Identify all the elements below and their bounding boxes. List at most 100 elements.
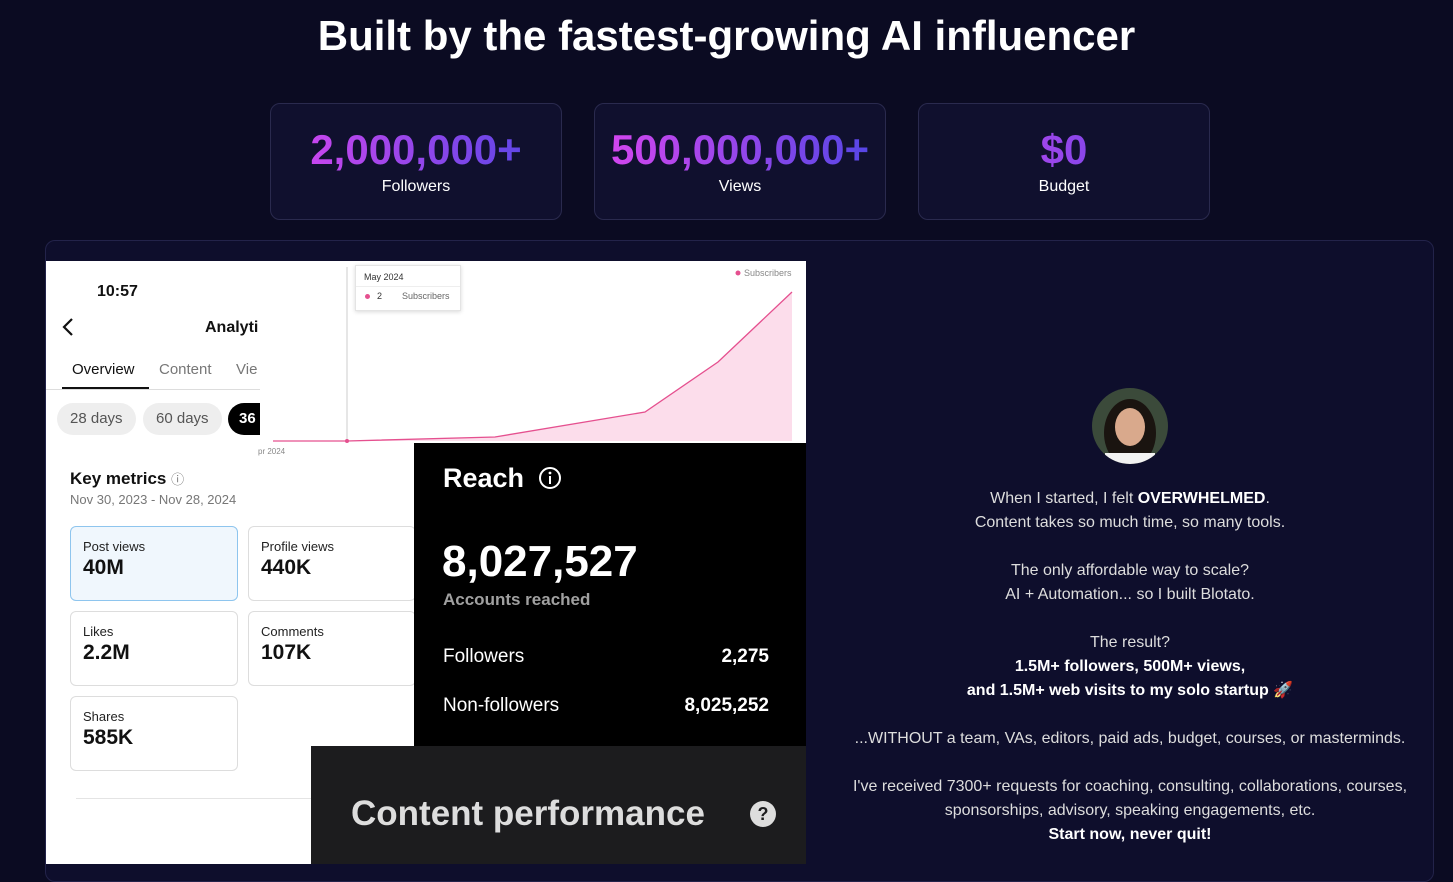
line: and 1.5M+ web visits to my solo startup … xyxy=(820,679,1440,703)
tooltip: May 2024 2 Subscribers xyxy=(355,265,461,311)
avatar xyxy=(1092,388,1168,464)
metric-label: Profile views xyxy=(261,539,334,554)
paragraph: When I started, I felt OVERWHELMED. Conte… xyxy=(820,487,1440,535)
line: sponsorships, advisory, speaking engagem… xyxy=(820,799,1440,823)
metric-card: Comments 107K xyxy=(248,611,416,686)
line: AI + Automation... so I built Blotato. xyxy=(820,583,1440,607)
chart-area xyxy=(273,292,792,441)
chip: 28 days xyxy=(57,403,136,435)
metric-value: 440K xyxy=(261,556,312,579)
reach-row-value: 8,025,252 xyxy=(684,695,769,716)
key-metrics-title-text: Key metrics xyxy=(70,469,167,488)
tooltip-series: Subscribers xyxy=(402,291,450,301)
metric-label: Post views xyxy=(83,539,146,554)
tooltip-value: 2 xyxy=(377,291,383,301)
headline: Built by the fastest-growing AI influenc… xyxy=(317,12,1136,59)
metric-label: Likes xyxy=(83,624,114,639)
tooltip-month: May 2024 xyxy=(364,272,404,282)
stat-label: Followers xyxy=(381,178,451,195)
metric-label: Comments xyxy=(261,624,324,639)
divider xyxy=(76,798,416,799)
text-segment: sponsorships, advisory, speaking engagem… xyxy=(944,802,1316,819)
reach-card: Reach 8,027,527 Accounts reached Followe… xyxy=(414,443,806,746)
content-performance: Content performance ? xyxy=(311,746,806,864)
tab: Content xyxy=(159,361,212,378)
analytics-collage: 10:57 Analyti Overview Content Vie 28 days… xyxy=(46,261,806,864)
line: Start now, never quit! xyxy=(820,823,1440,847)
text-segment: and 1.5M+ web visits to my solo startup … xyxy=(966,682,1294,699)
line: 1.5M+ followers, 500M+ views, xyxy=(820,655,1440,679)
story-text: When I started, I felt OVERWHELMED. Conte… xyxy=(820,487,1440,847)
svg-text:?: ? xyxy=(758,804,769,824)
metric-card: Likes 2.2M xyxy=(70,611,238,686)
reach-title: Reach xyxy=(443,463,525,493)
stat-card: 2,000,000+ Followers xyxy=(270,103,562,220)
metric-card: Post views 40M xyxy=(70,526,238,601)
text-segment: Content takes so much time, so many tool… xyxy=(974,514,1286,531)
metric-card: Shares 585K xyxy=(70,696,238,771)
tooltip-divider xyxy=(356,286,460,287)
line: Content takes so much time, so many tool… xyxy=(820,511,1440,535)
legend-dot xyxy=(735,270,741,276)
text-segment: The result? xyxy=(1089,634,1171,651)
legend: Subscribers xyxy=(744,268,792,278)
chart-line xyxy=(273,291,793,442)
reach-total-label: Accounts reached xyxy=(443,590,591,609)
text-segment: I've received 7300+ requests for coachin… xyxy=(852,778,1408,795)
stat-card: $0 Budget xyxy=(918,103,1210,220)
stat-label: Budget xyxy=(1038,178,1090,195)
text-segment: When I started, I felt xyxy=(990,490,1138,507)
stat-label: Views xyxy=(718,178,762,195)
hover-dot xyxy=(345,439,349,443)
help-icon: ? xyxy=(750,801,776,827)
metric-value: 107K xyxy=(261,641,312,664)
tab: Overview xyxy=(72,361,135,378)
chart-svg xyxy=(273,267,793,443)
info-icon: ⓘ xyxy=(171,472,185,487)
paragraph: The result? 1.5M+ followers, 500M+ views,… xyxy=(820,631,1440,703)
reach-row-value: 2,275 xyxy=(721,646,769,667)
text-segment: ...WITHOUT a team, VAs, editors, paid ad… xyxy=(854,730,1406,747)
metric-card: Profile views 440K xyxy=(248,526,416,601)
line: The only affordable way to scale? xyxy=(820,559,1440,583)
tab-underline xyxy=(62,387,149,389)
paragraph: I've received 7300+ requests for coachin… xyxy=(820,775,1440,847)
screen-title: Analyti xyxy=(205,319,259,336)
page: Built by the fastest-growing AI influenc… xyxy=(45,12,1440,882)
subscriber-chart: Subscribers pr 2024 May 2024 2 Subscribe… xyxy=(258,261,806,456)
paragraph: ...WITHOUT a team, VAs, editors, paid ad… xyxy=(820,727,1440,751)
stat-value: $0 xyxy=(919,126,1209,174)
line: When I started, I felt OVERWHELMED. xyxy=(820,487,1440,511)
text-segment: 1.5M+ followers, 500M+ views, xyxy=(1014,658,1246,675)
stat-card: 500,000,000+ Views xyxy=(594,103,886,220)
text-segment: AI + Automation... so I built Blotato. xyxy=(1005,586,1255,603)
reach-row-label: Non-followers xyxy=(443,695,560,716)
stat-value: 500,000,000+ xyxy=(595,126,885,174)
paragraph: The only affordable way to scale? AI + Au… xyxy=(820,559,1440,607)
clock: 10:57 xyxy=(97,283,138,300)
x-label: pr 2024 xyxy=(258,447,286,456)
info-icon xyxy=(539,467,561,489)
metric-value: 2.2M xyxy=(83,641,130,664)
line: I've received 7300+ requests for coachin… xyxy=(820,775,1440,799)
stat-value: 2,000,000+ xyxy=(271,126,561,174)
metric-value: 40M xyxy=(83,556,124,579)
chip: 60 days xyxy=(143,403,222,435)
tooltip-dot xyxy=(365,294,370,299)
date-range: Nov 30, 2023 - Nov 28, 2024 xyxy=(70,492,237,507)
reach-total: 8,027,527 xyxy=(442,537,638,586)
back-icon xyxy=(62,318,73,336)
text-segment: The only affordable way to scale? xyxy=(1010,562,1250,579)
text-segment: . xyxy=(1265,490,1270,507)
content-performance-title: Content performance xyxy=(351,794,705,833)
text-segment: OVERWHELMED xyxy=(1137,490,1266,507)
text-segment: Start now, never quit! xyxy=(1048,826,1212,843)
line: ...WITHOUT a team, VAs, editors, paid ad… xyxy=(820,727,1440,751)
tab-divider xyxy=(46,389,446,390)
metric-label: Shares xyxy=(83,709,125,724)
key-metrics-title: Key metrics ⓘ xyxy=(70,469,184,489)
reach-row-label: Followers xyxy=(443,646,525,667)
metric-value: 585K xyxy=(83,726,134,749)
line: The result? xyxy=(820,631,1440,655)
tab: Vie xyxy=(236,361,258,378)
